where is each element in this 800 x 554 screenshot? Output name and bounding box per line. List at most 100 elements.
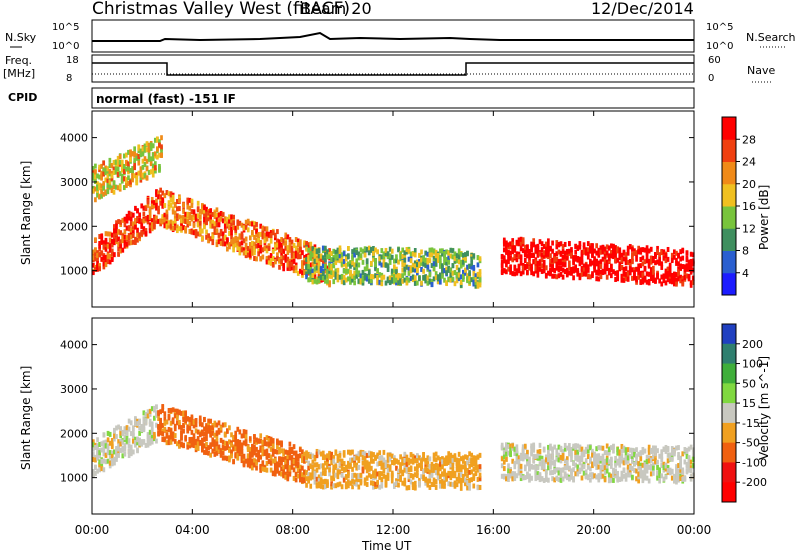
data-cell [330,270,333,276]
data-cell [652,465,655,471]
data-cell [530,266,533,272]
data-cell [357,464,361,470]
data-cell [259,447,263,453]
data-cell [403,477,407,483]
data-cell [597,260,601,266]
data-cell [232,214,235,220]
data-cell [192,419,196,425]
data-cell [280,460,283,466]
data-cell [631,466,634,472]
data-cell [447,451,451,457]
data-cell [595,261,599,267]
data-cell [125,425,129,431]
data-cell [158,152,161,158]
data-cell [190,415,194,421]
data-cell [123,243,127,249]
data-cell [451,469,455,475]
data-cell [94,464,97,470]
data-cell [321,463,325,469]
data-cell [129,227,133,233]
data-cell [324,484,327,490]
data-cell [616,460,620,466]
data-cell [599,249,603,255]
data-cell [635,266,638,272]
data-cell [576,255,580,261]
data-cell [92,442,95,448]
data-cell [133,152,137,158]
data-cell [610,456,613,462]
data-cell [365,246,369,252]
data-cell [461,273,465,279]
data-cell [217,212,221,218]
data-cell [591,461,594,467]
data-cell [380,471,384,477]
data-cell [207,445,210,451]
data-cell [284,232,288,238]
data-cell [336,474,340,480]
data-cell [378,256,382,262]
data-cell [576,271,580,277]
data-cell [372,245,375,251]
data-cell [443,457,446,463]
data-cell [549,253,552,259]
data-cell [188,214,192,220]
data-cell [246,246,250,252]
data-cell [568,447,571,453]
data-cell [347,473,350,479]
data-cell [178,198,181,204]
data-cell [544,469,548,475]
data-cell [296,453,300,459]
data-cell [432,456,436,462]
data-cell [570,470,573,476]
data-cell [173,221,177,227]
data-cell [157,410,160,416]
data-cell [251,462,254,468]
data-cell [549,453,552,459]
data-cell [92,255,95,261]
data-cell [161,203,165,209]
data-cell [509,447,512,453]
data-cell [290,464,294,470]
data-cell [209,214,213,220]
data-cell [265,248,269,254]
data-cell [557,259,561,265]
data-cell [418,477,421,483]
data-cell [148,440,152,446]
data-cell [116,163,120,169]
data-cell [259,467,263,473]
data-cell [158,142,161,148]
data-cell [92,472,95,478]
data-cell [290,265,294,271]
data-cell [591,260,594,266]
data-cell [309,269,313,275]
data-cell [340,273,344,279]
data-cell [299,268,302,274]
data-cell [190,216,194,222]
data-cell [194,445,198,451]
velocity-scatter [92,404,695,491]
data-cell [309,475,313,481]
data-cell [108,247,112,253]
data-cell [517,241,521,247]
data-cell [532,453,536,459]
data-cell [388,246,392,252]
y-tick-label: 4000 [60,339,88,352]
data-cell [624,472,628,478]
data-cell [415,463,419,469]
data-cell [597,276,601,282]
data-cell [301,260,304,266]
data-cell [342,261,346,267]
data-cell [540,247,544,253]
data-cell [230,234,233,240]
data-cell [215,213,219,219]
data-cell [451,467,455,473]
data-cell [549,245,552,251]
data-cell [380,455,384,461]
data-cell [601,473,605,479]
data-cell [267,441,271,447]
data-cell [551,446,554,452]
data-cell [365,264,369,270]
data-cell [175,420,179,426]
data-cell [242,247,246,253]
data-cell [326,254,329,260]
